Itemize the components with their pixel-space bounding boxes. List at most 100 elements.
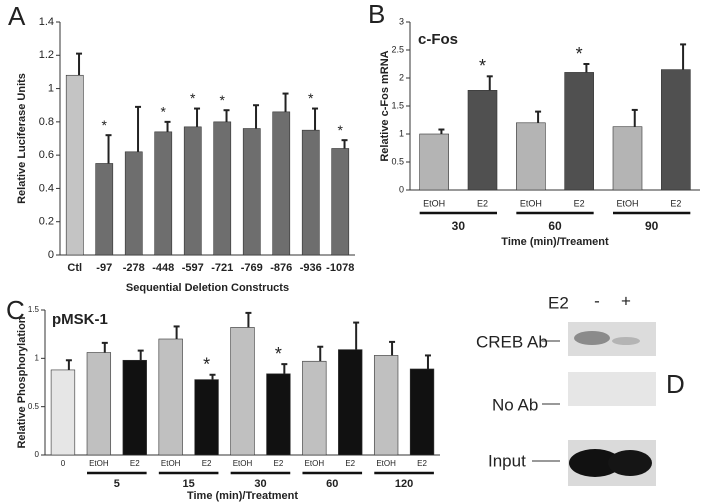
bar: [242, 128, 261, 256]
x-tick-label: -597: [182, 262, 204, 274]
bar: [272, 111, 291, 256]
significance-marker: *: [338, 122, 344, 138]
x-tick-label: E2: [417, 459, 427, 468]
x-tick-label: EtOH: [161, 459, 181, 468]
y-tick-label: 0.4: [39, 182, 54, 194]
blot-treatment: E2: [548, 293, 569, 312]
bar: [467, 90, 498, 191]
y-tick-label: 1: [48, 82, 54, 94]
significance-marker: *: [275, 344, 282, 364]
significance-marker: *: [161, 104, 167, 120]
bar: [183, 126, 202, 256]
bar: [154, 131, 173, 256]
y-tick-label: 0.5: [28, 402, 40, 411]
significance-marker: *: [308, 90, 314, 106]
x-tick-label: E2: [345, 459, 355, 468]
x-tick-label: EtOH: [233, 459, 253, 468]
bar: [516, 122, 546, 191]
y-axis-label: Relative Luciferase Units: [16, 73, 28, 204]
x-tick-label: -769: [241, 262, 263, 274]
x-tick-label: -1078: [326, 262, 354, 274]
x-tick-label: E2: [574, 198, 585, 208]
bar: [122, 359, 147, 456]
group-label: 30: [452, 219, 466, 233]
bar: [194, 379, 219, 456]
panel-label: A: [8, 1, 26, 31]
y-tick-label: 1.5: [391, 100, 404, 110]
x-tick-label: E2: [670, 198, 681, 208]
panel-label: D: [666, 369, 685, 399]
significance-marker: *: [576, 44, 583, 64]
y-tick-label: 0.8: [39, 116, 54, 128]
y-axis-label: Relative c-Fos mRNA: [379, 50, 391, 161]
y-tick-label: 1.5: [28, 305, 40, 314]
blot-row: No Ab: [492, 395, 538, 414]
group-label: 15: [183, 478, 195, 490]
x-tick-label: E2: [274, 459, 284, 468]
bar: [331, 148, 350, 256]
group-label: 60: [326, 478, 338, 490]
group-label: 5: [114, 478, 120, 490]
blot-band: [568, 372, 656, 406]
x-tick-label: EtOH: [376, 459, 396, 468]
x-tick-label: EtOH: [89, 459, 109, 468]
y-tick-label: 1: [35, 353, 40, 362]
x-tick-label: -721: [211, 262, 233, 274]
y-tick-label: 1: [399, 128, 404, 138]
x-tick-label: Ctl: [67, 262, 82, 274]
y-tick-label: 0.6: [39, 149, 54, 161]
significance-marker: *: [102, 117, 108, 133]
bar: [302, 360, 327, 456]
bar: [409, 368, 435, 456]
y-tick-label: 2.5: [391, 44, 404, 54]
x-axis-label: Time (min)/Treament: [501, 236, 609, 248]
x-tick-label: E2: [202, 459, 212, 468]
y-tick-label: 0: [35, 450, 40, 459]
significance-marker: *: [190, 90, 196, 106]
y-tick-label: 0: [48, 249, 54, 261]
bar: [95, 163, 114, 256]
y-tick-label: 0: [399, 184, 404, 194]
y-tick-label: 3: [399, 16, 404, 26]
x-tick-label: -97: [96, 262, 112, 274]
chart-title: pMSK-1: [52, 311, 108, 328]
blot-row: CREB Ab: [476, 332, 548, 351]
y-tick-label: 1.4: [39, 16, 54, 28]
bar: [564, 72, 594, 191]
significance-marker: *: [220, 92, 226, 108]
bar: [65, 74, 84, 256]
blot-lane: -: [594, 291, 600, 310]
panel-label: B: [368, 0, 385, 29]
bar: [373, 355, 399, 456]
significance-marker: *: [203, 355, 210, 375]
bar: [50, 369, 76, 456]
bar: [86, 352, 112, 456]
blot-lane: +: [621, 291, 631, 310]
x-axis-label: Sequential Deletion Constructs: [126, 282, 289, 294]
group-label: 30: [254, 478, 266, 490]
y-tick-label: 0.2: [39, 216, 54, 228]
bar: [266, 373, 291, 456]
panel-label: C: [6, 295, 25, 325]
x-tick-label: -876: [270, 262, 292, 274]
blot-band: [574, 331, 610, 345]
bar: [301, 129, 320, 256]
y-tick-label: 2: [399, 72, 404, 82]
significance-marker: *: [479, 56, 486, 76]
blot-band: [612, 337, 640, 345]
chart-title: c-Fos: [418, 31, 458, 48]
x-axis-label: Time (min)/Treatment: [187, 490, 298, 502]
x-tick-label: -448: [152, 262, 174, 274]
bar: [230, 327, 255, 456]
x-tick-label: -278: [123, 262, 145, 274]
x-tick-label: EtOH: [520, 198, 542, 208]
bar: [661, 69, 691, 191]
blot-band: [569, 449, 621, 477]
blot-row: Input: [488, 451, 526, 470]
y-tick-label: 1.2: [39, 49, 54, 61]
y-axis-label: Relative Phosphorylation: [16, 316, 28, 448]
x-tick-label: E2: [477, 198, 488, 208]
x-tick-label: 0: [61, 459, 66, 468]
y-tick-label: 0.5: [391, 156, 404, 166]
